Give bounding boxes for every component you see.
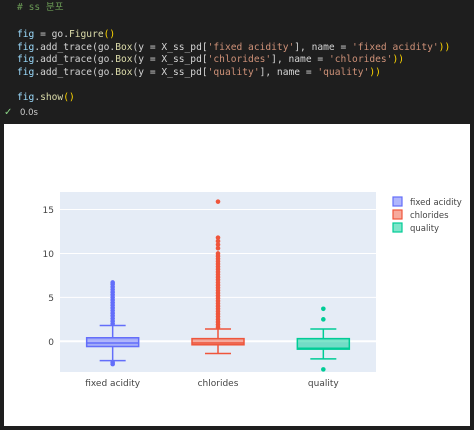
legend-item-chlorides[interactable]: chlorides	[392, 209, 449, 221]
box-trace-fixed-acidity	[85, 280, 140, 367]
code-cell[interactable]: # ss 분포 fig = go.Figure() fig.add_trace(…	[0, 0, 474, 108]
box-trace-quality	[296, 306, 351, 372]
code-token: ], name =	[259, 66, 318, 78]
code-token: ))	[392, 54, 405, 65]
check-icon: ✓	[4, 107, 13, 118]
cell-status-row: ✓ 0.0s	[0, 106, 474, 122]
legend[interactable]: fixed acidity chlorides quality	[392, 196, 462, 234]
code-token: fig	[17, 91, 35, 103]
box-body	[191, 337, 245, 346]
outlier-point	[215, 251, 221, 256]
legend-item-fixed-acidity[interactable]: fixed acidity	[392, 196, 462, 208]
code-line-4: fig.add_trace(go.Box(y = X_ss_pd['qualit…	[17, 67, 381, 80]
x-tick-label: quality	[308, 379, 339, 389]
y-tick-label: 5	[48, 294, 54, 304]
code-token: Box	[115, 41, 133, 53]
comment-mark: #	[17, 2, 23, 13]
execution-time: 0.0s	[20, 108, 38, 118]
code-token: fig	[17, 29, 35, 40]
box-body	[85, 337, 140, 348]
x-axis-ticks: fixed acidity chlorides quality	[85, 379, 339, 389]
legend-swatch	[392, 209, 403, 220]
outlier-point	[110, 360, 115, 365]
box-trace-chlorides	[191, 199, 245, 355]
outlier-point	[215, 238, 221, 244]
box-body	[296, 337, 351, 350]
code-token: fig	[17, 54, 35, 65]
code-token: 'chlorides'	[328, 54, 393, 65]
code-token: ))	[438, 41, 451, 53]
code-token: 'chlorides'	[207, 54, 272, 65]
code-token: show	[40, 91, 64, 103]
code-token: .add_trace(go.	[34, 41, 116, 53]
code-token: (y = X_ss_pd[	[132, 54, 208, 65]
code-token: ()	[103, 29, 116, 40]
legend-label: quality	[410, 224, 439, 234]
code-token: Figure	[68, 29, 104, 40]
legend-item-quality[interactable]: quality	[392, 222, 439, 234]
code-token: 'quality'	[207, 66, 260, 78]
box-traces	[85, 199, 351, 372]
code-token: ], name =	[271, 54, 329, 65]
legend-swatch	[392, 196, 403, 207]
code-token: 'fixed acidity'	[207, 41, 295, 53]
code-comment-line: # ss 분포	[17, 2, 64, 15]
y-tick-label: 10	[43, 250, 55, 260]
outlier-point	[321, 367, 326, 372]
y-tick-label: 0	[48, 338, 54, 348]
code-token: (y = X_ss_pd[	[132, 41, 208, 53]
code-line-1: fig = go.Figure()	[17, 29, 115, 42]
code-token: 'fixed acidity'	[352, 41, 439, 53]
legend-label: fixed acidity	[410, 198, 462, 208]
code-line-2: fig.add_trace(go.Box(y = X_ss_pd['fixed …	[17, 42, 450, 55]
code-token: Box	[115, 66, 133, 78]
outlier-point	[215, 199, 221, 204]
code-line-5: fig.show()	[17, 92, 75, 105]
outlier-point	[110, 280, 115, 285]
legend-swatch	[392, 222, 403, 233]
code-token: ()	[63, 91, 75, 103]
code-token: .	[34, 91, 41, 103]
cell-output: 0 5 10 15 fixed acidity chlorides quality fix…	[4, 124, 470, 426]
y-axis-ticks: 0 5 10 15	[43, 206, 55, 348]
outlier-point	[321, 306, 326, 312]
y-tick-label: 15	[43, 206, 54, 216]
code-line-3: fig.add_trace(go.Box(y = X_ss_pd['chlori…	[17, 54, 404, 67]
box-plot-chart[interactable]: 0 5 10 15 fixed acidity chlorides quality fix…	[4, 124, 470, 426]
outlier-point	[215, 235, 221, 240]
code-token: .add_trace(go.	[34, 54, 116, 65]
code-token: (y = X_ss_pd[	[132, 66, 208, 78]
outlier-point	[215, 242, 221, 247]
legend-label: chlorides	[410, 211, 449, 221]
outlier-point	[321, 317, 326, 322]
x-tick-label: chlorides	[198, 379, 239, 389]
x-tick-label: fixed acidity	[85, 379, 141, 389]
code-token: fig	[17, 66, 35, 78]
comment-text: ss 분포	[28, 2, 64, 13]
outlier-point	[215, 245, 221, 251]
code-token: Box	[115, 54, 133, 65]
code-token: 'quality'	[317, 66, 370, 78]
code-token: ], name =	[294, 41, 353, 53]
code-token: fig	[17, 41, 35, 53]
code-token: = go.	[34, 29, 69, 40]
code-token: ))	[369, 66, 381, 78]
code-token: .add_trace(go.	[34, 66, 116, 78]
